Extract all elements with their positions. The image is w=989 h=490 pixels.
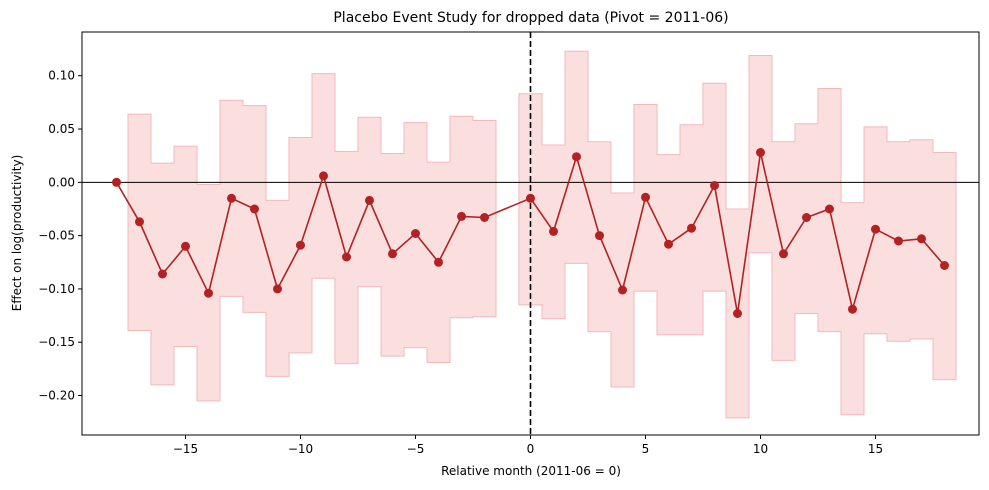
y-tick-label: −0.20 (38, 389, 75, 403)
estimate-point (641, 192, 650, 202)
ci-band-segment-0 (127, 73, 497, 402)
estimate-point (158, 269, 167, 279)
estimate-point (733, 309, 742, 318)
confidence-band (127, 50, 957, 419)
x-tick-label: −15 (173, 442, 198, 456)
estimate-point (871, 224, 880, 234)
x-axis-label: Relative month (2011-06 = 0) (441, 464, 621, 478)
estimate-point (779, 249, 788, 259)
estimate-point (457, 211, 466, 221)
estimate-point (227, 193, 236, 203)
estimate-point (480, 213, 489, 222)
estimate-point (319, 171, 328, 181)
x-tick-label: 5 (642, 442, 650, 456)
estimate-point (687, 223, 696, 233)
estimate-point (572, 152, 581, 162)
x-tick-label: 10 (753, 442, 768, 456)
estimate-point (135, 217, 144, 227)
estimate-point (710, 181, 719, 190)
estimate-point (848, 304, 857, 314)
x-axis-ticks: −15 −10 −5 0 5 10 15 (173, 435, 883, 456)
estimate-point (181, 241, 190, 251)
estimate-point (664, 239, 673, 249)
estimate-point (618, 285, 627, 295)
y-tick-label: −0.10 (38, 282, 75, 296)
estimate-point (526, 193, 535, 203)
estimate-point (434, 257, 443, 267)
x-tick-label: 0 (527, 442, 535, 456)
ci-band-segment-1 (518, 50, 957, 419)
reference-lines (82, 32, 979, 435)
estimate-point (250, 204, 259, 214)
estimate-point (365, 195, 374, 205)
estimate-point (388, 249, 397, 259)
estimate-point (940, 261, 949, 270)
estimate-point (342, 252, 351, 262)
estimate-point (296, 240, 305, 250)
x-tick-label: −5 (407, 442, 425, 456)
estimate-point (825, 204, 834, 214)
y-tick-label: 0.00 (48, 175, 75, 189)
estimate-point (411, 229, 420, 238)
y-tick-label: 0.10 (48, 69, 75, 83)
x-tick-label: 15 (868, 442, 883, 456)
chart-title: Placebo Event Study for dropped data (Pi… (333, 10, 728, 26)
estimate-point (894, 236, 903, 246)
estimate-series (112, 148, 949, 318)
y-axis-ticks: −0.20 −0.15 −0.10 −0.05 0.00 0.05 0.10 (38, 69, 82, 403)
plot-frame (81, 31, 980, 436)
estimate-point (204, 288, 213, 298)
y-tick-label: −0.15 (38, 335, 75, 349)
y-tick-label: −0.05 (38, 229, 75, 243)
y-tick-label: 0.05 (48, 122, 75, 136)
estimate-point (112, 177, 121, 187)
estimate-point (802, 213, 811, 222)
x-tick-label: −10 (288, 442, 313, 456)
estimate-point (756, 148, 765, 157)
estimate-point (549, 226, 558, 236)
y-axis-label: Effect on log(productivity) (10, 155, 24, 312)
estimate-point (595, 231, 604, 241)
estimate-point (273, 284, 282, 294)
estimate-point (917, 234, 926, 244)
